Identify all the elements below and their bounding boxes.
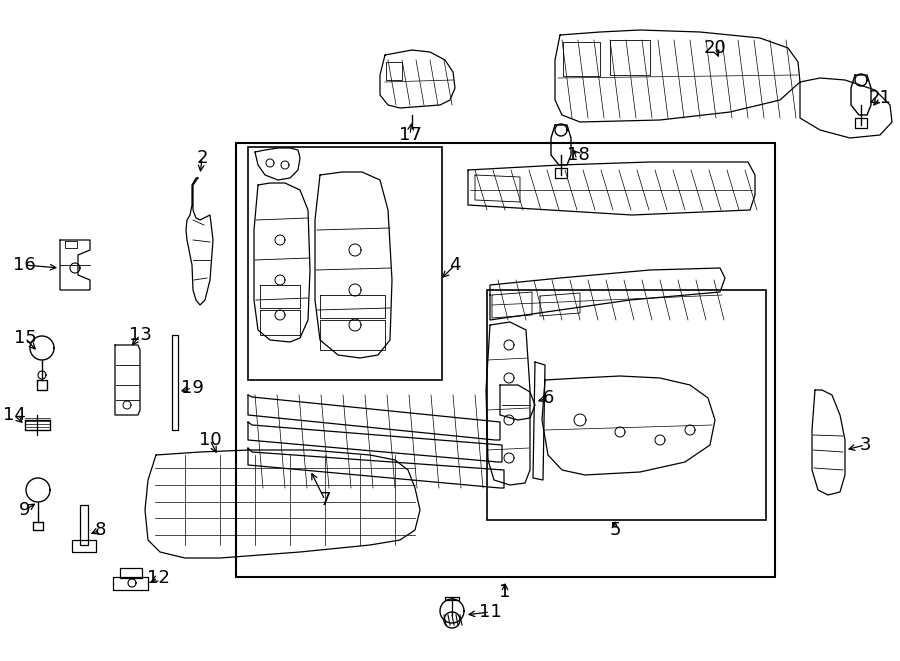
Text: 16: 16 — [13, 256, 35, 274]
Text: 5: 5 — [609, 521, 621, 539]
Bar — [248, 147, 442, 380]
Text: 21: 21 — [868, 89, 891, 107]
Text: 12: 12 — [147, 569, 169, 587]
Text: 10: 10 — [199, 431, 221, 449]
Text: 7: 7 — [320, 491, 331, 509]
Text: 20: 20 — [704, 39, 726, 57]
Text: 11: 11 — [479, 603, 501, 621]
Bar — [487, 290, 766, 520]
Text: 1: 1 — [500, 583, 510, 601]
Text: 8: 8 — [94, 521, 105, 539]
Text: 2: 2 — [196, 149, 208, 167]
Text: 15: 15 — [14, 329, 36, 347]
Text: 6: 6 — [543, 389, 553, 407]
Text: 17: 17 — [399, 126, 421, 144]
Text: 4: 4 — [449, 256, 461, 274]
Text: 18: 18 — [567, 146, 590, 164]
Text: 3: 3 — [860, 436, 871, 454]
Text: 14: 14 — [3, 406, 25, 424]
Text: 9: 9 — [19, 501, 31, 519]
Text: 19: 19 — [181, 379, 203, 397]
Text: 13: 13 — [129, 326, 151, 344]
Bar — [236, 143, 775, 577]
